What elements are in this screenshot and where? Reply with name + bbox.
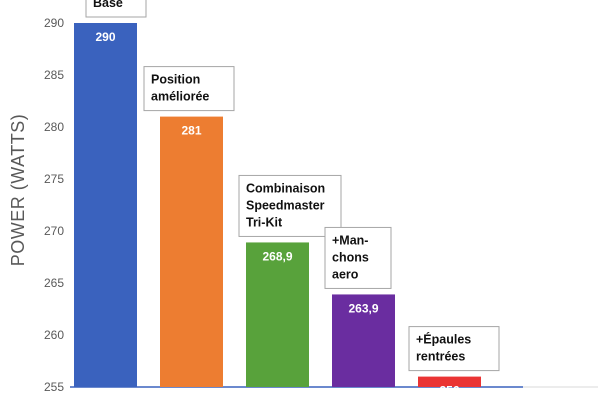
annotation-text: rentrées — [416, 350, 465, 364]
annotation-text: Combinaison — [246, 181, 325, 195]
y-axis-label: POWER (WATTS) — [8, 114, 28, 266]
y-tick-label: 275 — [44, 172, 64, 186]
annotation-text: améliorée — [151, 90, 209, 104]
annotation-box — [85, 0, 147, 18]
bar-value-label: 281 — [181, 124, 201, 138]
annotation-text: aero — [332, 267, 359, 281]
annotation-text: +Épaules — [416, 332, 471, 347]
annotation-text: +Man- — [332, 233, 368, 247]
y-tick-label: 285 — [44, 68, 64, 82]
annotation-text: Position — [151, 73, 200, 87]
y-tick-label: 290 — [44, 16, 64, 30]
y-tick-label: 280 — [44, 120, 64, 134]
y-tick-label: 270 — [44, 224, 64, 238]
y-tick-label: 265 — [44, 276, 64, 290]
y-tick-label: 255 — [44, 380, 64, 394]
annotation-text: Base — [93, 0, 123, 10]
bar-value-label: 290 — [95, 30, 115, 44]
annotation-text: Speedmaster — [246, 198, 325, 212]
bar — [246, 242, 309, 387]
bar — [332, 294, 395, 387]
annotation-text: chons — [332, 250, 369, 264]
annotation-box — [408, 326, 500, 372]
bar — [418, 376, 481, 387]
annotation-text: Tri-Kit — [246, 215, 283, 229]
bar-value-label: 263,9 — [348, 301, 378, 315]
annotation-box — [143, 66, 235, 112]
annotation-box — [324, 226, 392, 289]
annotation-box — [238, 174, 342, 237]
bar-value-label: 256 — [439, 384, 459, 398]
chart-marks: 255 260 265 270 275 280 285 290 290 Base 281 Positi… — [44, 0, 500, 398]
bar — [74, 23, 137, 387]
y-tick-label: 260 — [44, 328, 64, 342]
bar — [160, 116, 223, 387]
bar-value-label: 268,9 — [262, 249, 292, 263]
